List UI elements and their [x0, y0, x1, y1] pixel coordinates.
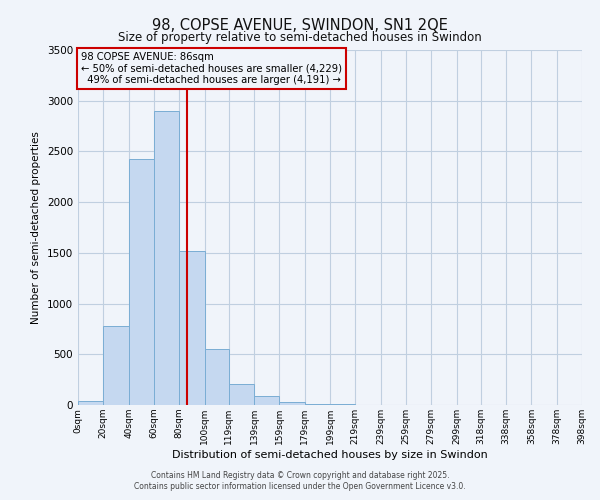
Text: 98 COPSE AVENUE: 86sqm
← 50% of semi-detached houses are smaller (4,229)
  49% o: 98 COPSE AVENUE: 86sqm ← 50% of semi-det… [80, 52, 341, 85]
Text: Contains HM Land Registry data © Crown copyright and database right 2025.: Contains HM Land Registry data © Crown c… [151, 470, 449, 480]
Bar [78, 401, 103, 405]
Bar [128, 158, 154, 405]
Bar [179, 251, 205, 405]
Text: Size of property relative to semi-detached houses in Swindon: Size of property relative to semi-detach… [118, 31, 482, 44]
Bar [205, 349, 229, 405]
Y-axis label: Number of semi-detached properties: Number of semi-detached properties [31, 131, 41, 324]
Text: Contains public sector information licensed under the Open Government Licence v3: Contains public sector information licen… [134, 482, 466, 491]
Bar [254, 396, 280, 405]
Bar [154, 111, 179, 405]
X-axis label: Distribution of semi-detached houses by size in Swindon: Distribution of semi-detached houses by … [172, 450, 488, 460]
Bar [103, 326, 128, 405]
Bar [229, 384, 254, 405]
Bar [330, 404, 355, 405]
Bar [280, 402, 305, 405]
Text: 98, COPSE AVENUE, SWINDON, SN1 2QE: 98, COPSE AVENUE, SWINDON, SN1 2QE [152, 18, 448, 32]
Bar [305, 404, 330, 405]
